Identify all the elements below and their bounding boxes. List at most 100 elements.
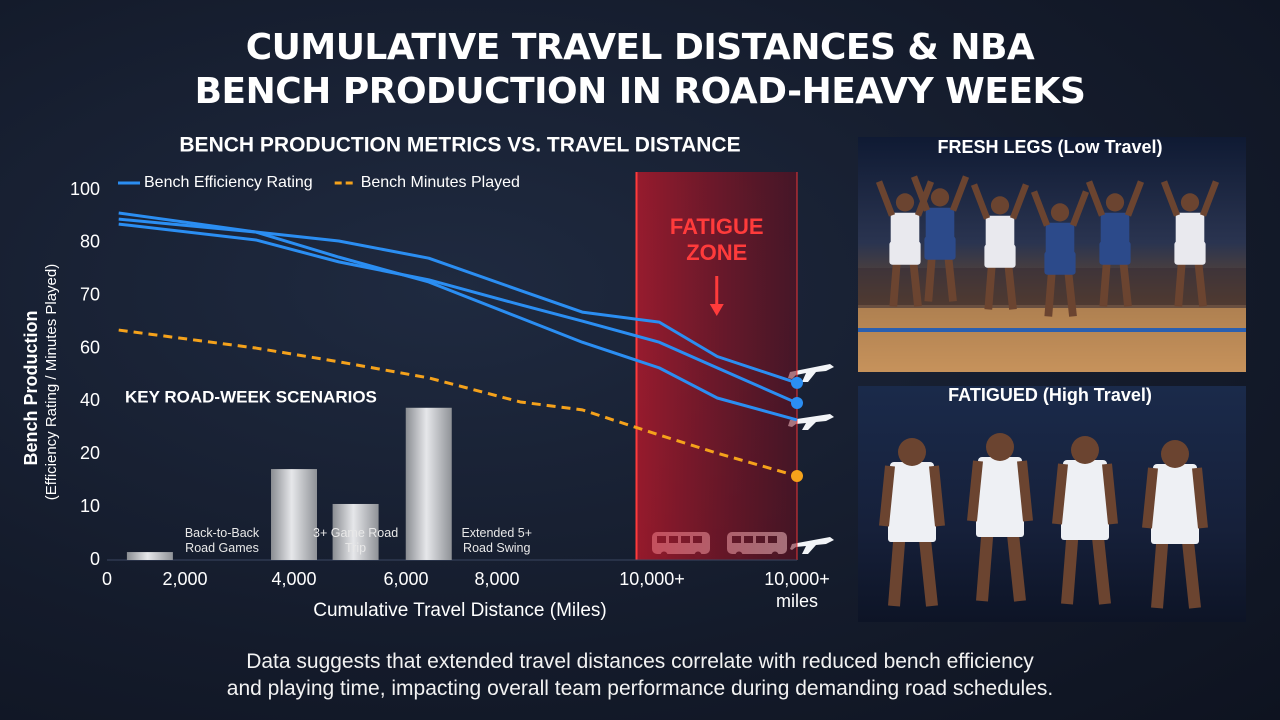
series-line [118,222,798,405]
y-tick-label: 10 [80,496,100,516]
player-figure [1199,180,1220,217]
y-tick-label: 100 [70,179,100,199]
player-figure [1091,527,1111,605]
player-figure [908,256,922,307]
bar [405,407,452,560]
y-tick-label: 20 [80,443,100,463]
player-figure [976,524,994,602]
player-figure [898,438,926,466]
player-figure [1045,222,1075,257]
player-figure [1099,256,1112,307]
bar-label: 3+ Game Road Trip [313,526,399,555]
bar-label: Back-to-Back Road Games [184,526,260,555]
y-tick-label: 0 [90,549,100,569]
player-figure [875,180,896,217]
y-tick-label: 80 [80,232,100,252]
chart-title: BENCH PRODUCTION METRICS VS. TRAVEL DIST… [179,134,740,157]
player-figure [1009,183,1030,220]
player-figure [1063,266,1077,317]
x-tick-label: 0 [101,569,113,589]
player-figure [1003,259,1017,310]
player-figure [889,241,921,265]
player-figure [978,457,1022,509]
player-figure [967,460,983,522]
x-axis-title: Cumulative Travel Distance (Miles) [313,600,607,621]
player-figure [1118,256,1132,307]
players [875,175,1220,317]
player-figure [985,215,1015,250]
y-tick-label: 40 [80,390,100,410]
player-figure [925,207,955,242]
plane-icon [788,364,834,554]
player-figure [986,433,1014,461]
player-figure [1099,241,1131,265]
player-figure [918,529,938,607]
y-tick-label: 60 [80,337,100,357]
player-figure [1061,527,1079,605]
series-line [118,328,798,478]
player-figure [1151,508,1199,544]
player-figure [1151,531,1169,609]
player-figure [1063,460,1107,512]
player-figure [1017,460,1033,522]
y-axis-title: (Efficiency Rating / Minutes Played) [43,264,60,501]
x-tick-label: 8,000 [474,569,520,589]
player-figure [1085,180,1106,217]
player-figure [984,259,997,310]
player-figure [970,183,991,220]
player-figure [976,501,1024,537]
player-figure [924,251,937,302]
page-title: CUMULATIVE TRAVEL DISTANCES & NBA BENCH … [194,27,1086,112]
player-figure [1160,180,1181,217]
x-tick-label: 10,000+ miles [764,569,830,611]
legend-label: Bench Minutes Played [361,174,520,191]
series-line [118,217,798,422]
player-figure [890,462,934,514]
player-figure [1192,467,1208,529]
player-figure [1052,463,1068,525]
player-figure [1174,241,1206,265]
player-figure [924,236,956,260]
x-tick-label: 6,000 [383,569,429,589]
player-figure [889,256,902,307]
end-dot [791,469,803,482]
panel-title: FATIGUED (High Travel) [948,385,1152,405]
player-figure [984,244,1016,268]
player-figure [1102,463,1118,525]
player-figure [1044,266,1057,317]
player-figure [1030,190,1051,227]
player-figure [1069,190,1090,227]
caption: Data suggests that extended travel dista… [226,650,1054,700]
player-figure [1061,504,1109,540]
player-figure [949,175,970,212]
end-dot [791,376,803,389]
player-figure [929,465,945,527]
player-figure [1161,440,1189,468]
player-figure [1100,212,1130,247]
player-figure [888,506,936,542]
inset-title: KEY ROAD-WEEK SCENARIOS [125,387,377,406]
panel-title: FRESH LEGS (Low Travel) [937,137,1162,157]
player-figure [1050,203,1070,222]
player-figure [1181,531,1201,609]
end-dot [791,397,803,410]
bar [271,469,317,560]
player-figure [1006,524,1026,602]
player-figure [930,188,950,207]
player-figure [990,196,1010,215]
fatigue-zone [636,172,797,560]
player-figure [1175,212,1205,247]
player-figure [1193,256,1207,307]
x-tick-label: 2,000 [162,569,208,589]
player-figure [943,251,957,302]
player-figure [1124,180,1145,217]
player-figure [1105,193,1125,212]
players [879,433,1208,609]
x-tick-label: 4,000 [271,569,317,589]
player-figure [888,529,906,607]
annotation-arrowhead [709,304,724,316]
player-figure [910,175,931,212]
legend-label: Bench Efficiency Rating [144,174,313,191]
